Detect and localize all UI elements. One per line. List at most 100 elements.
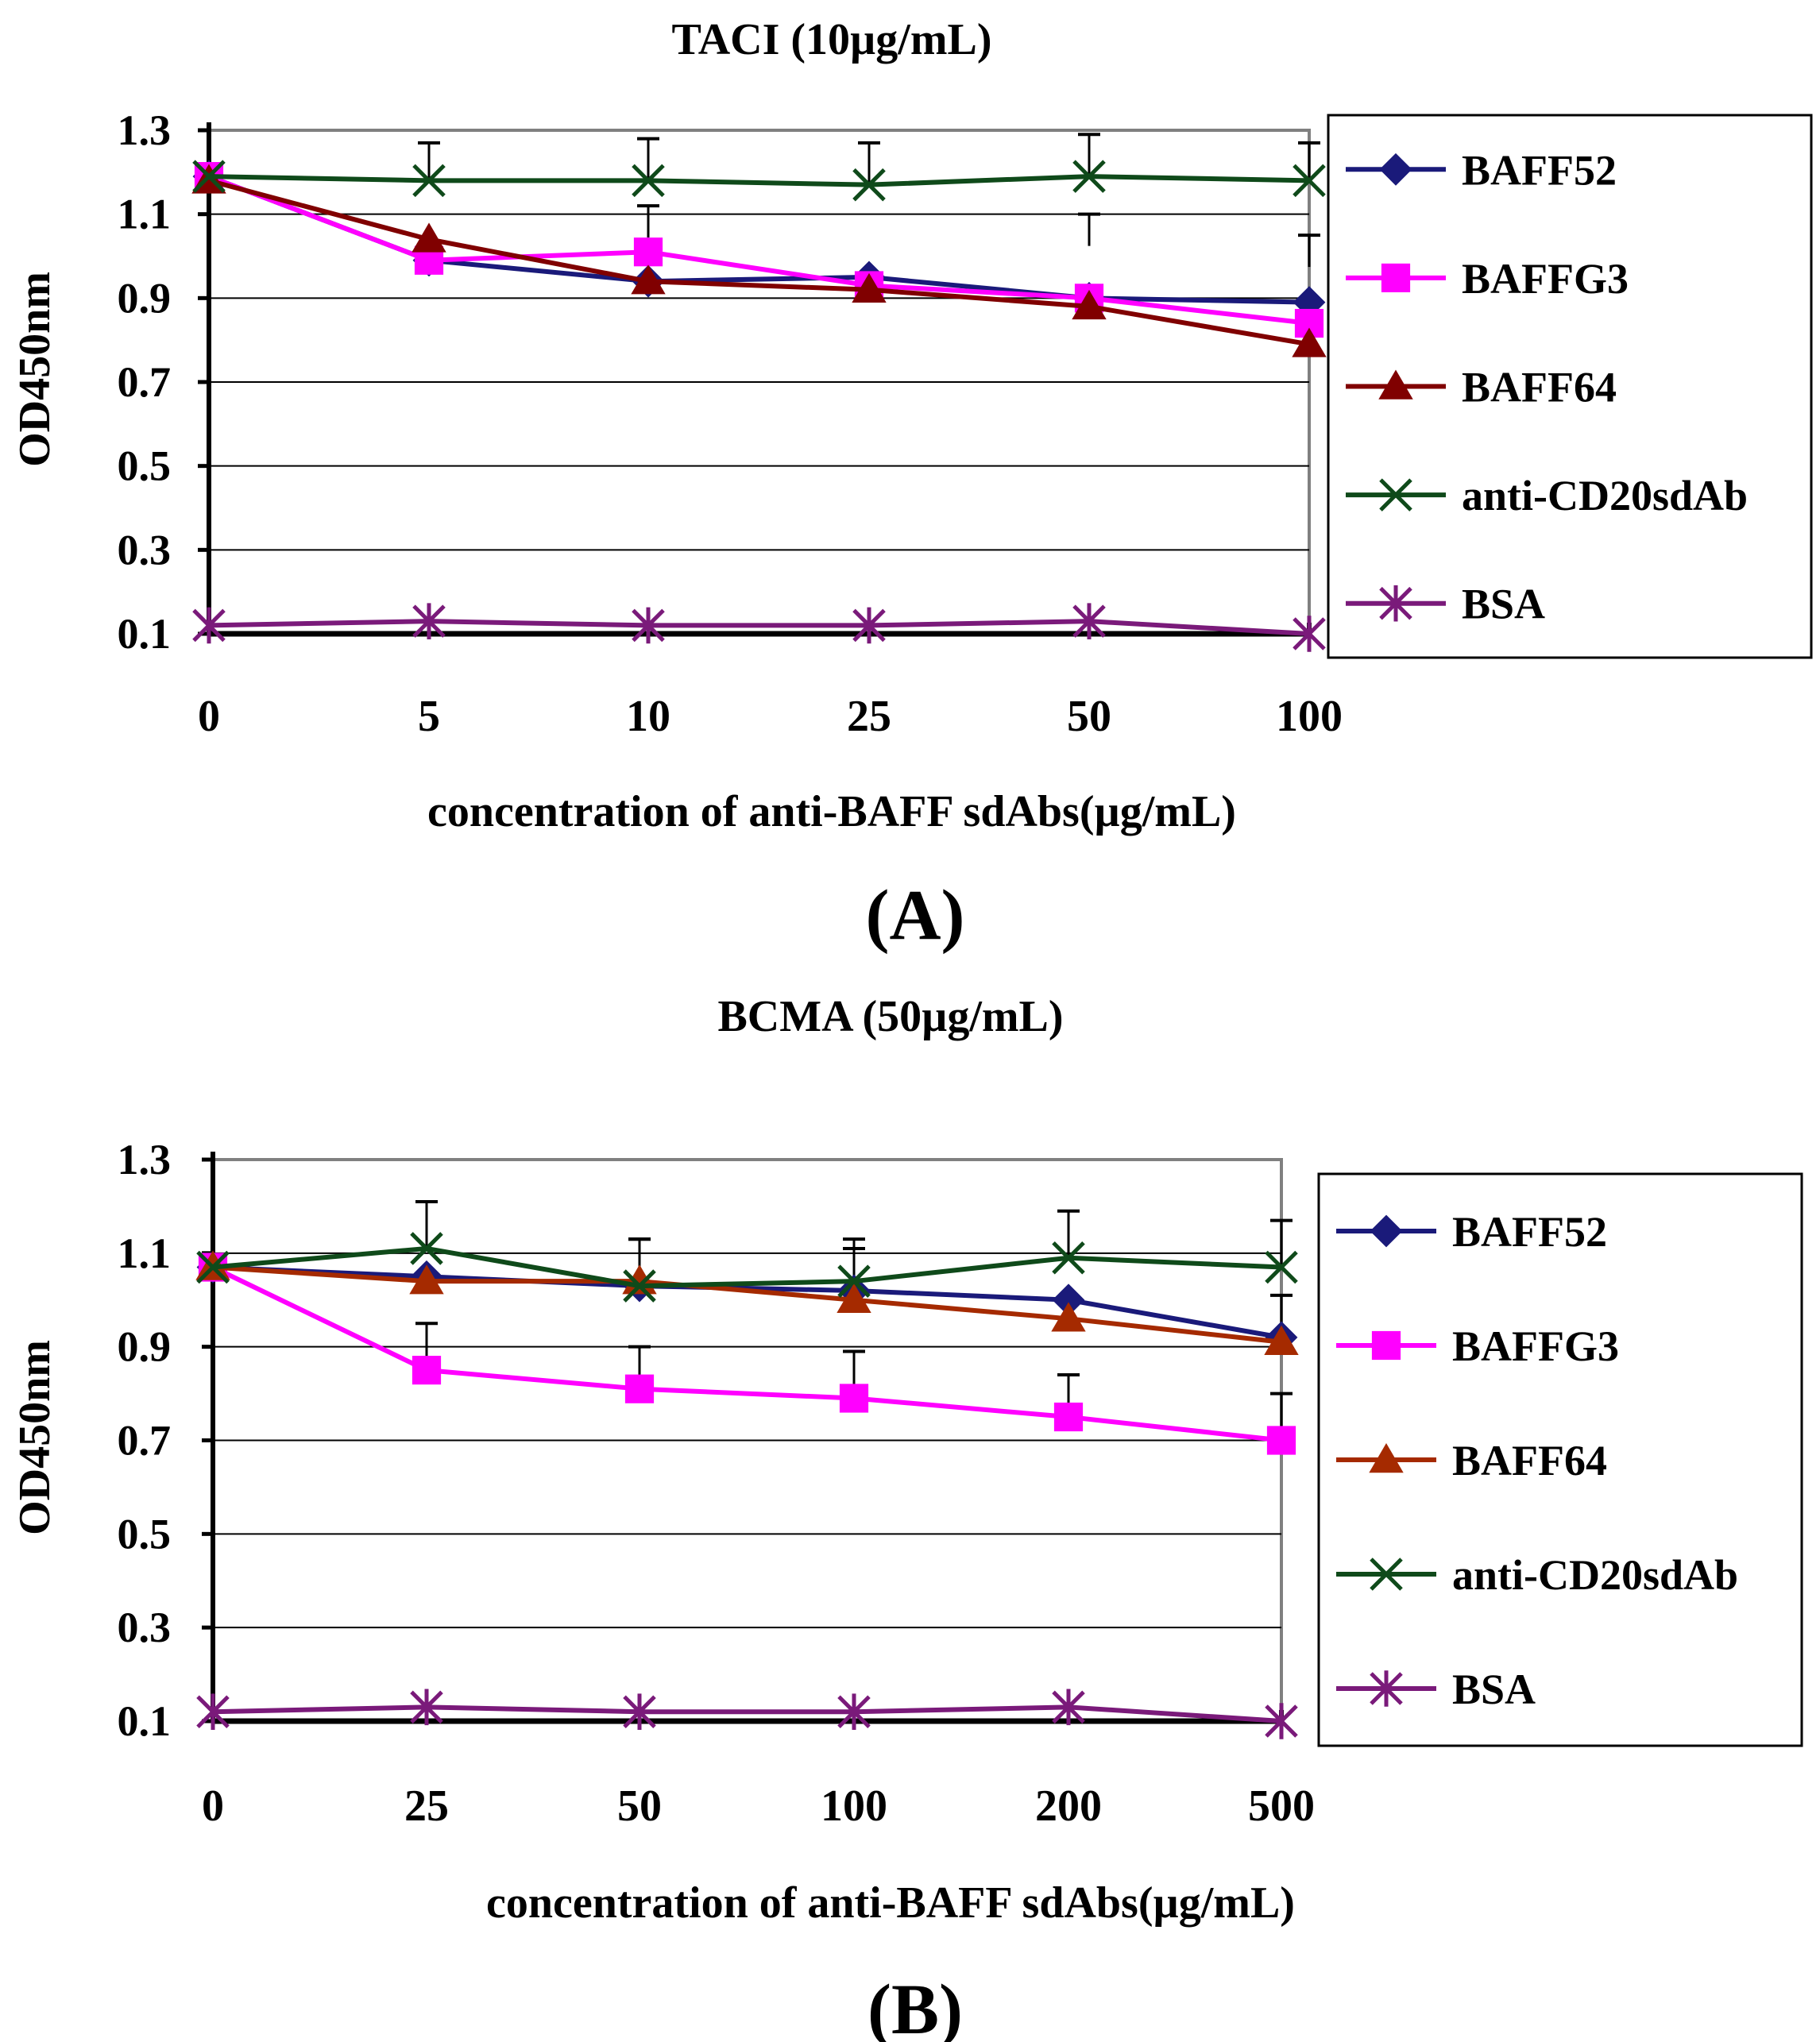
- panel-label: (B): [867, 1971, 963, 2042]
- legend-label: BSA: [1462, 581, 1545, 628]
- legend-label: BAFFG3: [1452, 1322, 1619, 1370]
- panel-a: TACI (10µg/mL) OD450nm concentration of …: [10, 15, 1813, 955]
- data-point: [837, 1693, 871, 1731]
- x-tick-label: 10: [626, 692, 670, 741]
- data-point: [623, 1693, 656, 1731]
- axes: [198, 122, 1312, 637]
- x-tick-label: 5: [418, 692, 440, 741]
- series-line: [211, 1264, 1282, 1443]
- legend-label: BAFF64: [1462, 364, 1617, 411]
- data-point: [1051, 1302, 1086, 1332]
- data-point: [1292, 327, 1327, 357]
- data-point: [412, 1356, 442, 1385]
- series-line: [212, 1704, 1282, 1724]
- y-axis-label: OD450nm: [10, 272, 60, 467]
- legend-label: BSA: [1452, 1666, 1536, 1713]
- data-point: [412, 603, 446, 639]
- legend: BAFF52 BAFFG3 BAFF64 anti-CD20sdAb BSA: [1336, 1208, 1738, 1713]
- chart-title: BCMA (50µg/mL): [717, 992, 1063, 1041]
- x-axis-label: concentration of anti-BAFF sdAbs(µg/mL): [427, 787, 1236, 836]
- data-point: [623, 1269, 656, 1303]
- data-point: [852, 607, 886, 644]
- data-point: [1072, 603, 1106, 639]
- y-tick-label: 0.9: [118, 1323, 172, 1371]
- data-point: [412, 164, 446, 198]
- data-point: [1266, 1426, 1296, 1455]
- legend-marker: [1370, 1558, 1403, 1591]
- data-point: [624, 1374, 655, 1403]
- data-point: [412, 222, 446, 253]
- data-point: [632, 607, 665, 644]
- x-tick-label: 100: [821, 1781, 887, 1831]
- legend-marker: [1379, 152, 1412, 186]
- legend-marker: [1379, 478, 1412, 511]
- data-point: [1293, 616, 1326, 652]
- series-line: [207, 174, 1310, 326]
- legend-label: BAFF52: [1462, 146, 1617, 194]
- gridlines: [209, 213, 1309, 551]
- x-tick-labels: 0 25 50 100 200 500: [202, 1781, 1315, 1831]
- series-line: [208, 178, 1310, 347]
- data-point: [1264, 1325, 1299, 1355]
- series-line: [208, 619, 1310, 636]
- legend-marker: [1369, 1443, 1404, 1473]
- series: [191, 133, 1327, 652]
- data-point: [1265, 1250, 1298, 1284]
- y-tick-label: 1.3: [118, 1136, 172, 1183]
- legend-label: BAFF64: [1452, 1437, 1607, 1484]
- legend-marker: [1370, 1214, 1403, 1248]
- x-tick-label: 0: [198, 692, 220, 741]
- data-point: [192, 160, 226, 193]
- y-tick-label: 0.5: [118, 1510, 172, 1558]
- data-point: [632, 164, 665, 198]
- series-line: [208, 174, 1310, 187]
- x-tick-label: 100: [1276, 692, 1343, 741]
- data-point: [852, 272, 887, 303]
- y-tick-labels: 0.1 0.3 0.5 0.7 0.9 1.1 1.3: [118, 106, 172, 658]
- y-tick-label: 0.7: [118, 1417, 172, 1465]
- legend-marker: [1381, 263, 1411, 292]
- x-tick-label: 50: [617, 1781, 662, 1831]
- data-point: [852, 168, 886, 202]
- data-point: [1052, 1241, 1085, 1275]
- data-point: [192, 607, 226, 644]
- y-tick-label: 0.9: [118, 274, 172, 322]
- x-tick-label: 50: [1067, 692, 1111, 741]
- legend-marker: [1378, 369, 1413, 400]
- legend: BAFF52 BAFFG3 BAFF64 anti-CD20sdAb BSA: [1346, 146, 1748, 628]
- data-point: [409, 1264, 444, 1295]
- y-tick-label: 1.1: [118, 191, 172, 238]
- x-tick-label: 25: [404, 1781, 449, 1831]
- data-point: [837, 1264, 871, 1298]
- x-tick-labels: 0 5 10 25 50 100: [198, 692, 1343, 741]
- data-point: [410, 1689, 443, 1726]
- y-tick-label: 0.1: [118, 1697, 172, 1745]
- y-tick-label: 0.5: [118, 442, 172, 490]
- x-tick-label: 0: [202, 1781, 224, 1831]
- data-point: [196, 1250, 230, 1284]
- data-point: [1052, 1689, 1085, 1726]
- panel-b: BCMA (50µg/mL) OD450nm concentration of …: [10, 992, 1803, 2042]
- data-point: [1053, 1402, 1084, 1432]
- y-tick-label: 1.3: [118, 106, 172, 154]
- panel-label: (A): [866, 876, 965, 955]
- series: [195, 1200, 1299, 1739]
- y-tick-label: 0.3: [118, 526, 172, 573]
- y-tick-label: 0.3: [118, 1604, 172, 1651]
- legend-marker: [1371, 1330, 1401, 1361]
- data-point: [1265, 1703, 1298, 1739]
- data-point: [631, 264, 666, 295]
- data-point: [410, 1232, 443, 1265]
- legend-label: anti-CD20sdAb: [1452, 1551, 1738, 1599]
- data-point: [839, 1384, 869, 1413]
- y-axis-label: OD450nm: [10, 1340, 60, 1535]
- y-tick-labels: 0.1 0.3 0.5 0.7 0.9 1.1 1.3: [118, 1136, 172, 1745]
- legend-label: anti-CD20sdAb: [1462, 472, 1748, 519]
- x-axis-label: concentration of anti-BAFF sdAbs(µg/mL): [486, 1878, 1295, 1928]
- x-tick-label: 200: [1035, 1781, 1102, 1831]
- legend-label: BAFFG3: [1462, 255, 1629, 303]
- chart-title: TACI (10µg/mL): [672, 15, 992, 64]
- y-tick-label: 1.1: [118, 1229, 172, 1277]
- legend-marker: [1370, 1670, 1403, 1707]
